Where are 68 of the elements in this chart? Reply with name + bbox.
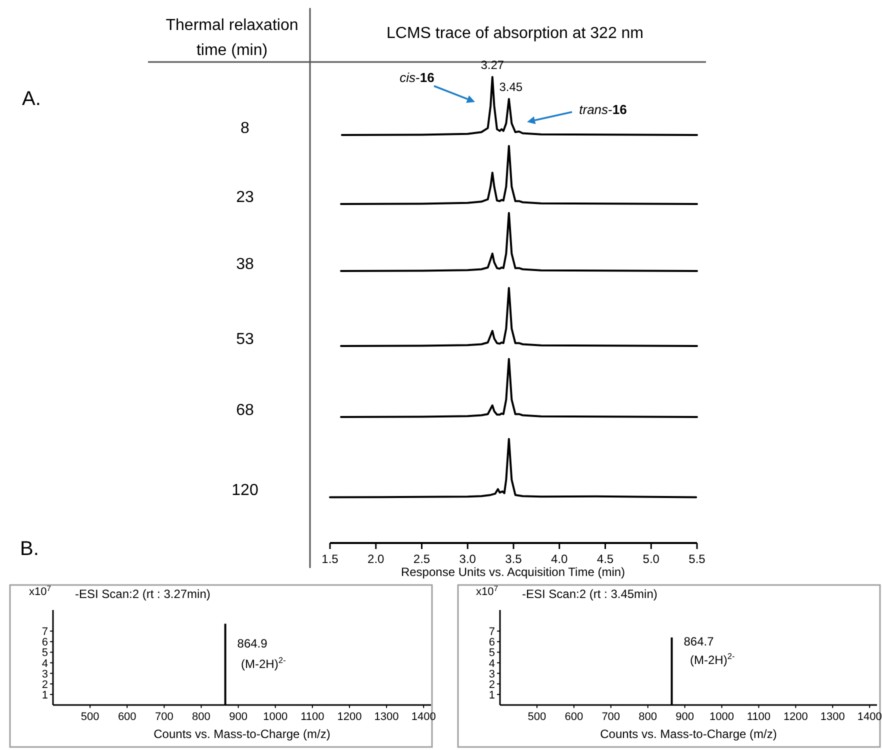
- annotation: cis-16: [400, 70, 434, 85]
- x-tick-label: 1400: [857, 711, 882, 723]
- x-tick-label: 900: [229, 711, 248, 723]
- x-tick-label: 700: [602, 711, 620, 723]
- annotation: 864.7: [684, 634, 714, 648]
- y-tick-label: 7: [42, 626, 48, 638]
- x-tick-label: 1.5: [322, 552, 339, 566]
- y-tick-label: 4: [488, 658, 495, 670]
- x-axis-title: Counts vs. Mass-to-Charge (m/z): [600, 727, 777, 741]
- y-axis-title: 8: [240, 120, 250, 137]
- x-tick-label: 1400: [411, 711, 436, 723]
- x-tick-label: 500: [528, 711, 546, 723]
- y-tick-label: 4: [42, 658, 48, 670]
- x-tick-label: 800: [192, 711, 210, 723]
- y-tick-label: 2: [488, 678, 495, 691]
- y-tick-label: 2: [42, 678, 48, 691]
- y-tick-label: 6: [488, 636, 495, 649]
- x-tick-label: 2.5: [413, 552, 430, 566]
- y-tick-label: 5: [42, 647, 48, 660]
- chart-title: -ESI Scan:2 (rt : 3.27min): [75, 587, 210, 601]
- x-tick-label: 700: [154, 711, 174, 723]
- x-tick-label: 4.0: [551, 552, 568, 566]
- x-tick-label: 1100: [300, 711, 324, 723]
- y-axis-title: 53: [236, 331, 254, 348]
- x-axis-title: Counts vs. Mass-to-Charge (m/z): [154, 727, 330, 741]
- x-tick-label: 1200: [783, 711, 808, 723]
- annotation: trans-16: [579, 102, 627, 117]
- y-tick-label: 5: [488, 647, 495, 660]
- x-tick-label: 1300: [820, 711, 845, 723]
- text: A.: [22, 88, 41, 110]
- x-tick-label: 4.5: [596, 552, 614, 566]
- x-tick-label: 800: [638, 711, 658, 723]
- y-tick-label: 3: [488, 668, 495, 680]
- x-tick-label: 5.5: [688, 552, 706, 566]
- x-tick-label: 600: [118, 711, 136, 723]
- text: B.: [20, 538, 39, 560]
- text: Thermal relaxation time (min): [166, 17, 298, 59]
- x-tick-label: 3.0: [459, 552, 476, 566]
- x-tick-label: 1200: [337, 711, 362, 723]
- y-tick-label: 3: [42, 668, 48, 680]
- chart-title: -ESI Scan:2 (rt : 3.45min): [522, 587, 658, 601]
- x-tick-label: 3.5: [505, 552, 522, 566]
- annotation: 864.9: [237, 636, 268, 651]
- annotation: 3.45: [499, 80, 523, 94]
- x-tick-label: 900: [676, 711, 694, 723]
- y-tick-label: 1: [488, 689, 495, 702]
- annotation: (M-2H)$^{2-}$: [690, 651, 735, 667]
- chart-title: LCMS trace of absorption at 322 nm: [386, 25, 644, 42]
- x-tick-label: 500: [80, 711, 100, 723]
- annotation: (M-2H)$^{2-}$: [241, 655, 286, 671]
- x-tick-label: 1300: [374, 711, 399, 723]
- annotation: 3.27: [480, 58, 504, 72]
- y-axis-title: 38: [236, 256, 254, 273]
- x-tick-label: 2.0: [368, 552, 385, 566]
- y-tick-label: 6: [42, 636, 48, 649]
- y-axis-title: x10$^{7}$: [476, 584, 498, 598]
- x-tick-label: 600: [564, 711, 584, 723]
- y-axis-title: 23: [236, 189, 254, 206]
- y-axis-title: 120: [232, 482, 258, 499]
- y-tick-label: 7: [488, 626, 495, 638]
- y-axis-title: 68: [236, 402, 254, 419]
- x-axis-title: Response Units vs. Acquisition Time (min): [400, 565, 626, 579]
- x-tick-label: 1100: [746, 711, 771, 723]
- y-tick-label: 1: [42, 689, 48, 702]
- x-tick-label: 5.0: [642, 552, 660, 566]
- y-axis-title: x10$^{7}$: [29, 584, 52, 598]
- x-tick-label: 1000: [710, 711, 734, 723]
- x-tick-label: 1000: [263, 711, 288, 723]
